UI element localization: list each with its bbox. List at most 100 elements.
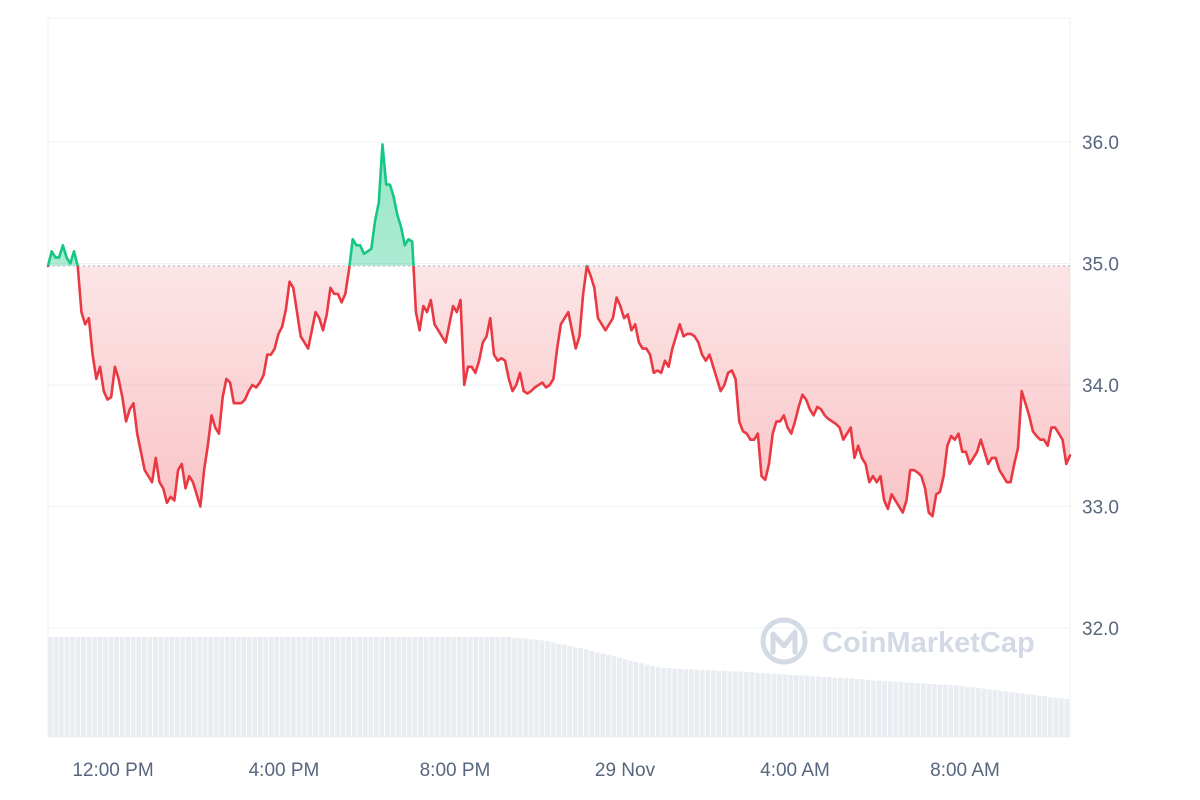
data-point[interactable]	[556, 347, 559, 350]
data-point[interactable]	[682, 335, 685, 338]
data-point[interactable]	[147, 475, 150, 478]
data-point[interactable]	[225, 377, 228, 380]
data-point[interactable]	[262, 374, 265, 377]
data-point[interactable]	[849, 426, 852, 429]
data-point[interactable]	[292, 286, 295, 289]
data-point[interactable]	[269, 353, 272, 356]
data-point[interactable]	[500, 357, 503, 360]
data-point[interactable]	[1024, 402, 1027, 405]
data-point[interactable]	[414, 311, 417, 314]
data-point[interactable]	[87, 317, 90, 320]
data-point[interactable]	[827, 417, 830, 420]
data-point[interactable]	[76, 264, 79, 267]
data-point[interactable]	[54, 256, 57, 259]
data-point[interactable]	[927, 511, 930, 514]
data-point[interactable]	[117, 377, 120, 380]
data-point[interactable]	[530, 389, 533, 392]
data-point[interactable]	[195, 493, 198, 496]
data-point[interactable]	[823, 414, 826, 417]
data-point[interactable]	[91, 353, 94, 356]
data-point[interactable]	[831, 420, 834, 423]
data-point[interactable]	[411, 240, 414, 243]
data-point[interactable]	[481, 341, 484, 344]
data-point[interactable]	[295, 311, 298, 314]
data-point[interactable]	[667, 365, 670, 368]
data-point[interactable]	[600, 323, 603, 326]
data-point[interactable]	[351, 238, 354, 241]
data-point[interactable]	[429, 298, 432, 301]
data-point[interactable]	[868, 481, 871, 484]
data-point[interactable]	[333, 292, 336, 295]
data-point[interactable]	[630, 329, 633, 332]
data-point[interactable]	[444, 341, 447, 344]
data-point[interactable]	[466, 365, 469, 368]
data-point[interactable]	[180, 462, 183, 465]
data-point[interactable]	[968, 462, 971, 465]
data-point[interactable]	[422, 304, 425, 307]
data-point[interactable]	[541, 381, 544, 384]
data-point[interactable]	[65, 256, 68, 259]
data-point[interactable]	[931, 515, 934, 518]
data-point[interactable]	[1016, 447, 1019, 450]
data-point[interactable]	[110, 396, 113, 399]
data-point[interactable]	[845, 432, 848, 435]
data-point[interactable]	[641, 347, 644, 350]
data-point[interactable]	[232, 402, 235, 405]
data-point[interactable]	[46, 264, 49, 267]
data-point[interactable]	[838, 426, 841, 429]
data-point[interactable]	[593, 286, 596, 289]
data-point[interactable]	[1061, 438, 1064, 441]
data-point[interactable]	[165, 501, 168, 504]
data-point[interactable]	[113, 365, 116, 368]
data-point[interactable]	[1002, 475, 1005, 478]
data-point[interactable]	[764, 478, 767, 481]
data-point[interactable]	[329, 286, 332, 289]
data-point[interactable]	[437, 329, 440, 332]
data-point[interactable]	[938, 490, 941, 493]
data-point[interactable]	[154, 456, 157, 459]
data-point[interactable]	[596, 317, 599, 320]
data-point[interactable]	[726, 371, 729, 374]
data-point[interactable]	[719, 389, 722, 392]
data-point[interactable]	[819, 408, 822, 411]
data-point[interactable]	[563, 317, 566, 320]
data-point[interactable]	[277, 332, 280, 335]
data-point[interactable]	[738, 420, 741, 423]
data-point[interactable]	[199, 505, 202, 508]
data-point[interactable]	[139, 450, 142, 453]
data-point[interactable]	[897, 505, 900, 508]
data-point[interactable]	[604, 329, 607, 332]
data-point[interactable]	[273, 347, 276, 350]
data-point[interactable]	[299, 335, 302, 338]
data-point[interactable]	[883, 499, 886, 502]
data-point[interactable]	[786, 426, 789, 429]
data-point[interactable]	[489, 317, 492, 320]
data-point[interactable]	[84, 323, 87, 326]
data-point[interactable]	[504, 359, 507, 362]
data-point[interactable]	[80, 311, 83, 314]
data-point[interactable]	[463, 383, 466, 386]
data-point[interactable]	[515, 383, 518, 386]
data-point[interactable]	[890, 493, 893, 496]
data-point[interactable]	[310, 329, 313, 332]
data-point[interactable]	[816, 405, 819, 408]
data-point[interactable]	[1068, 454, 1071, 457]
data-point[interactable]	[307, 347, 310, 350]
data-point[interactable]	[229, 381, 232, 384]
data-point[interactable]	[418, 329, 421, 332]
data-point[interactable]	[975, 450, 978, 453]
data-point[interactable]	[567, 311, 570, 314]
data-point[interactable]	[548, 383, 551, 386]
data-point[interactable]	[875, 481, 878, 484]
data-point[interactable]	[451, 304, 454, 307]
data-point[interactable]	[741, 430, 744, 433]
data-point[interactable]	[303, 341, 306, 344]
data-point[interactable]	[808, 408, 811, 411]
data-point[interactable]	[518, 371, 521, 374]
data-point[interactable]	[95, 377, 98, 380]
data-point[interactable]	[712, 365, 715, 368]
data-point[interactable]	[396, 213, 399, 216]
data-point[interactable]	[622, 317, 625, 320]
data-point[interactable]	[961, 450, 964, 453]
data-point[interactable]	[886, 507, 889, 510]
